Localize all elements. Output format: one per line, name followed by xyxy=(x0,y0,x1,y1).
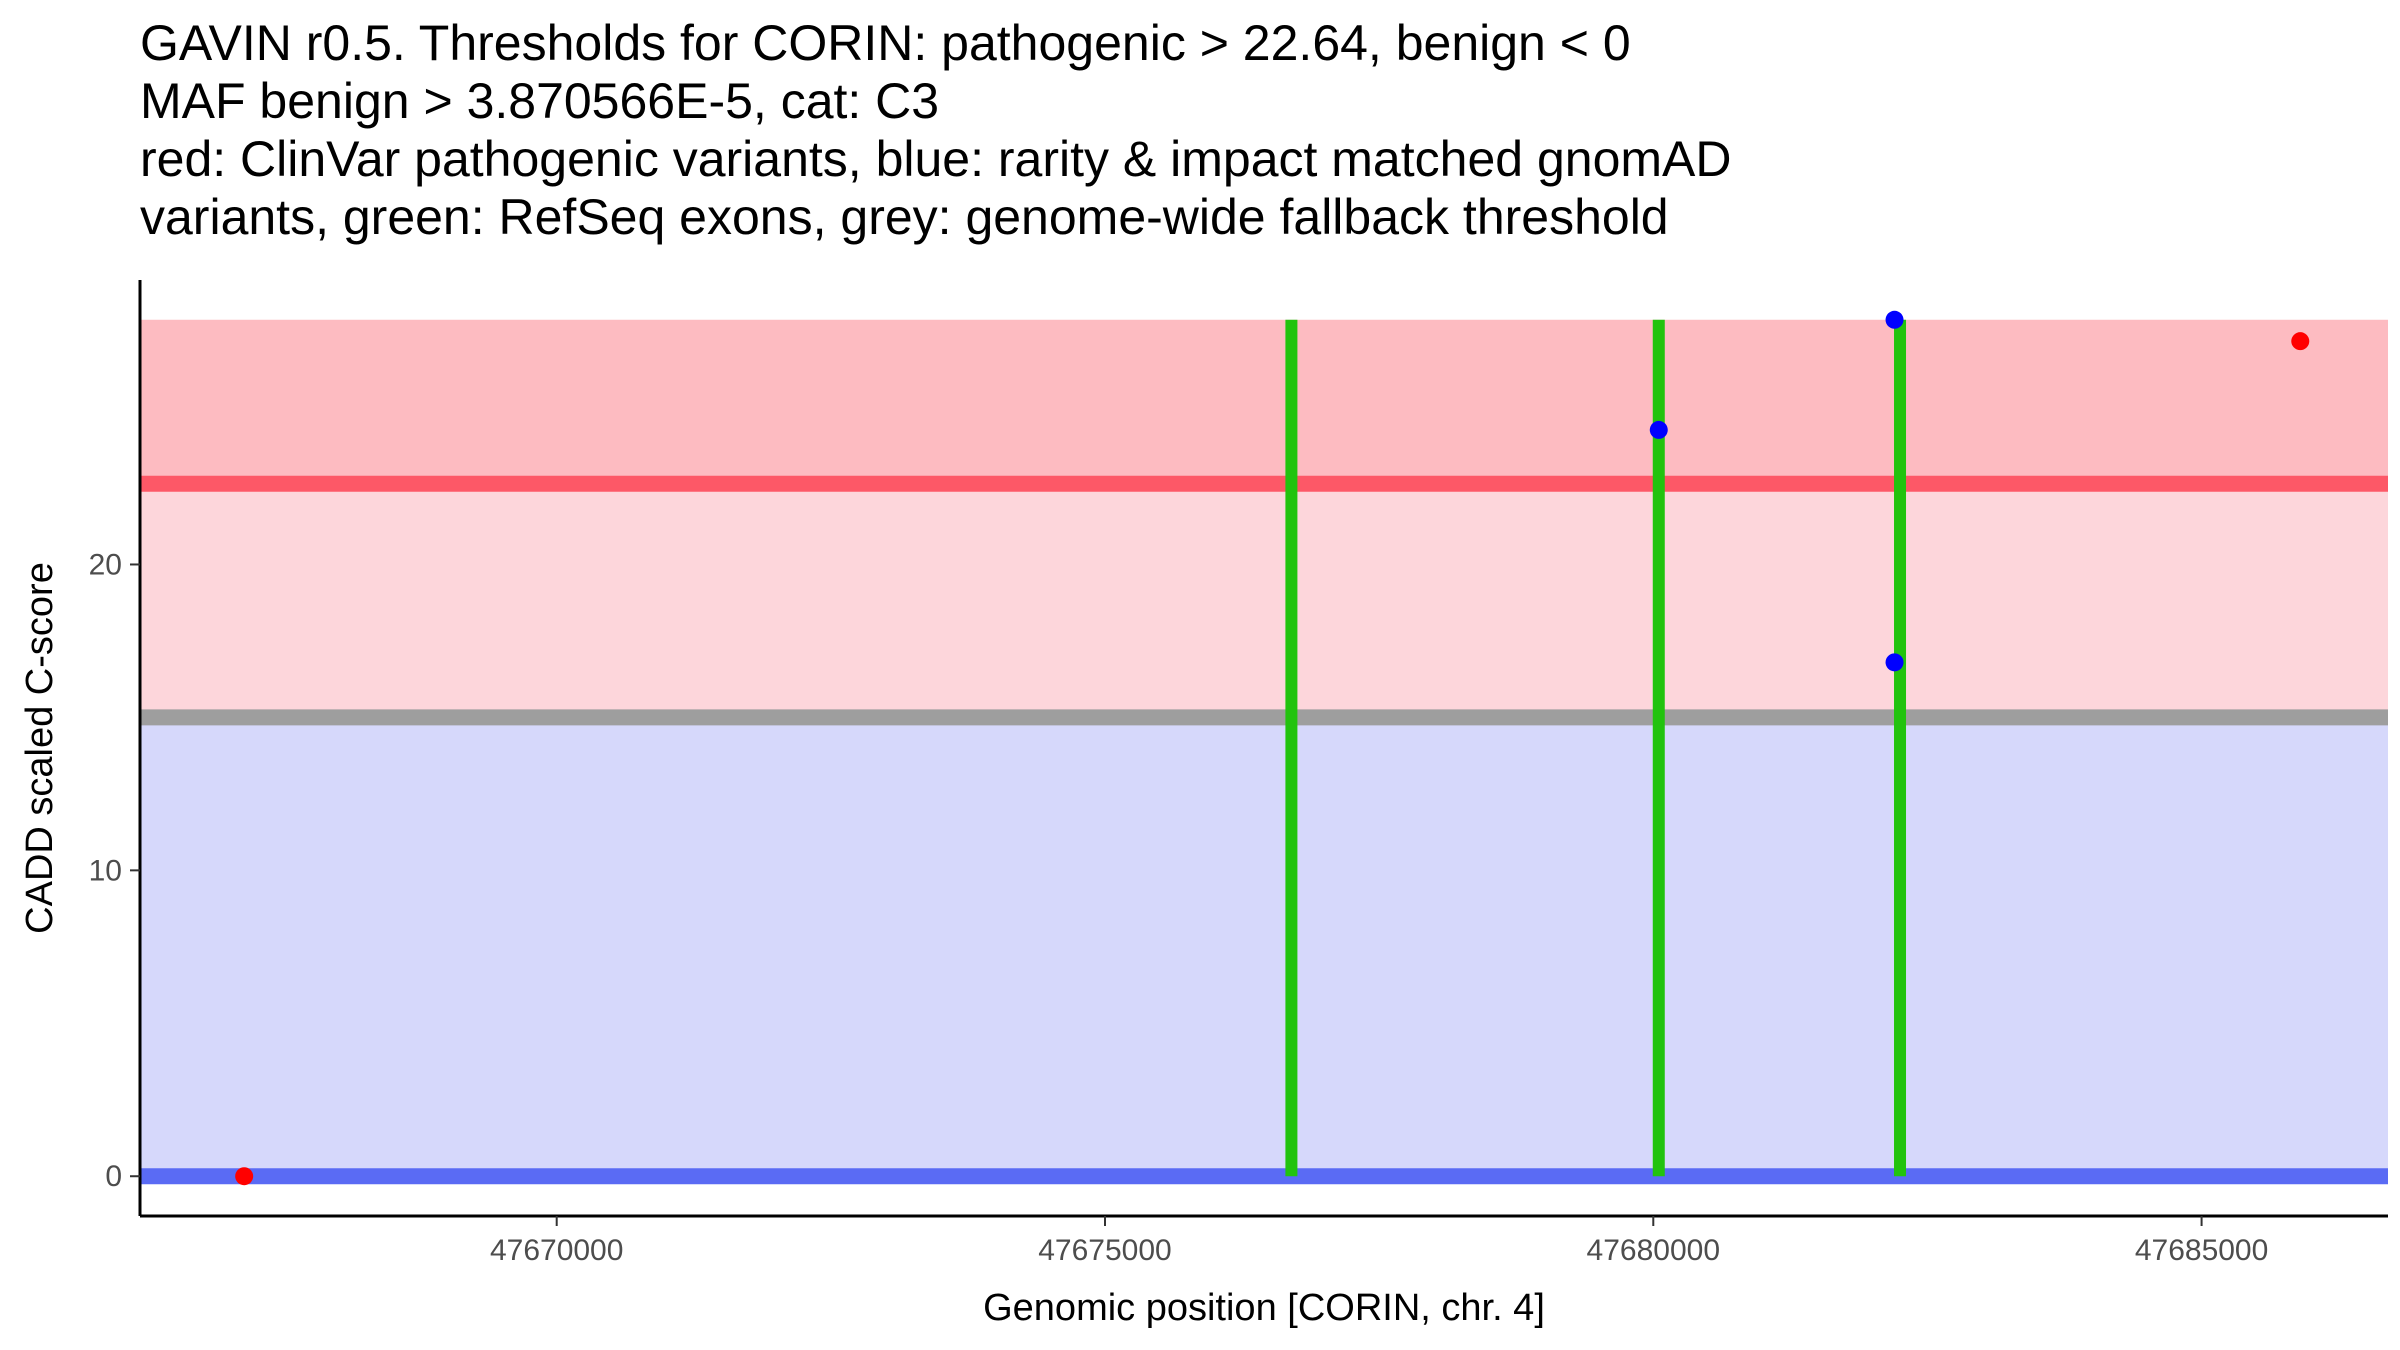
threshold-lines xyxy=(140,475,2388,1185)
exon-lines xyxy=(1285,319,1907,1177)
x-tick-label-4: 47685000 xyxy=(2135,1234,2268,1267)
title-line-3: red: ClinVar pathogenic variants, blue: … xyxy=(140,131,1731,187)
y-axis-title: CADD scaled C-score xyxy=(19,562,61,934)
x-axis-title: Genomic position [CORIN, chr. 4] xyxy=(983,1287,1545,1329)
gnomad-point-3 xyxy=(1885,653,1904,672)
y-tick-label-3: 20 xyxy=(89,548,122,581)
title-line-4: variants, green: RefSeq exons, grey: gen… xyxy=(140,189,1669,245)
gnomad-point-2 xyxy=(1885,310,1904,329)
x-tick-label-3: 47680000 xyxy=(1587,1234,1720,1267)
y-axis-ticks: 0 10 20 xyxy=(89,548,140,1193)
variant-points xyxy=(235,310,2310,1186)
clinvar-point-2 xyxy=(2291,332,2310,351)
pathogenic-band xyxy=(140,319,2388,484)
clinvar-point-1 xyxy=(235,1167,254,1186)
title-line-2: MAF benign > 3.870566E-5, cat: C3 xyxy=(140,73,939,129)
axes xyxy=(138,280,2388,1218)
threshold-bands xyxy=(140,319,2388,1177)
chart-title: GAVIN r0.5. Thresholds for CORIN: pathog… xyxy=(140,15,1731,245)
fallback-band xyxy=(140,483,2388,718)
title-line-1: GAVIN r0.5. Thresholds for CORIN: pathog… xyxy=(140,15,1631,71)
gnomad-point-1 xyxy=(1649,420,1668,439)
benign-band xyxy=(140,717,2388,1177)
y-tick-label-2: 10 xyxy=(89,854,122,887)
y-tick-label-1: 0 xyxy=(105,1160,122,1193)
x-tick-label-1: 47670000 xyxy=(490,1234,623,1267)
x-tick-label-2: 47675000 xyxy=(1038,1234,1171,1267)
x-axis-ticks: 47670000 47675000 47680000 47685000 xyxy=(490,1216,2268,1267)
